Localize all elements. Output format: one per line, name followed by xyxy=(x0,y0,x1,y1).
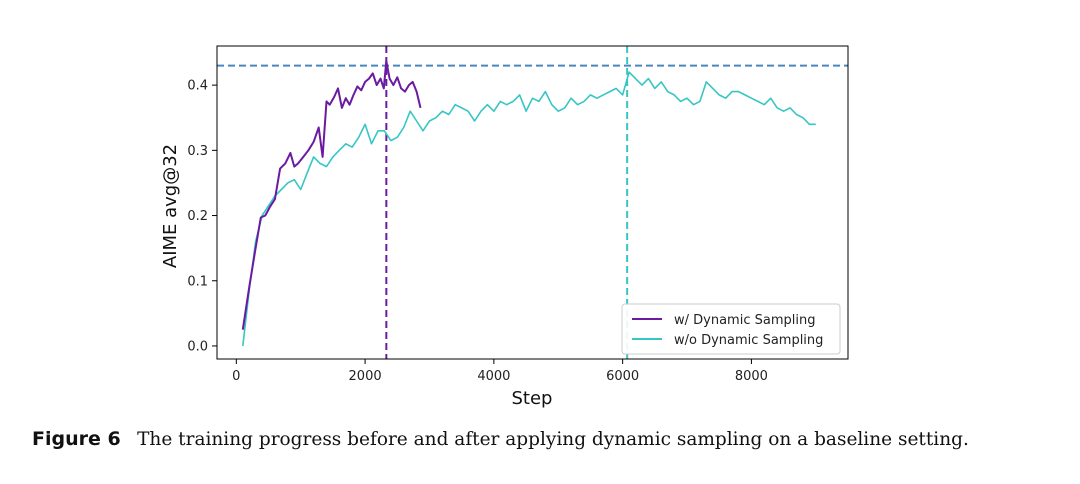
reference-lines xyxy=(217,46,848,359)
plot-frame xyxy=(216,45,849,360)
legend: w/ Dynamic Sampling w/o Dynamic Sampling xyxy=(621,303,841,355)
y-tick-label: 0.4 xyxy=(187,79,208,94)
series-layer xyxy=(241,60,816,347)
y-tick-label: 0.2 xyxy=(187,209,208,224)
chart: 0 2000 4000 6000 8000 0.0 0.1 0.2 0.3 0.4 Step A… xyxy=(160,45,849,409)
legend-box xyxy=(621,303,841,355)
caption-text: The training progress before and after a… xyxy=(137,429,969,450)
legend-label-0: w/ Dynamic Sampling xyxy=(674,313,815,328)
x-tick-label: 4000 xyxy=(477,369,510,384)
y-tick-label: 0.3 xyxy=(187,144,208,159)
series-line-1 xyxy=(242,71,816,347)
x-axis-title: Step xyxy=(512,388,553,409)
x-tick-label: 6000 xyxy=(606,369,639,384)
y-axis-title: AIME avg@32 xyxy=(160,144,181,268)
legend-label-1: w/o Dynamic Sampling xyxy=(674,333,823,348)
caption-label: Figure 6 xyxy=(32,428,121,450)
y-axis: 0.0 0.1 0.2 0.3 0.4 xyxy=(187,79,217,354)
y-tick-label: 0.0 xyxy=(187,339,208,354)
y-tick-label: 0.1 xyxy=(187,274,208,289)
x-tick-label: 0 xyxy=(232,369,240,384)
x-tick-label: 8000 xyxy=(735,369,768,384)
series-line-0 xyxy=(241,60,422,330)
x-axis: 0 2000 4000 6000 8000 xyxy=(232,359,768,384)
figure-caption: Figure 6 The training progress before an… xyxy=(32,426,1072,450)
x-tick-label: 2000 xyxy=(349,369,382,384)
